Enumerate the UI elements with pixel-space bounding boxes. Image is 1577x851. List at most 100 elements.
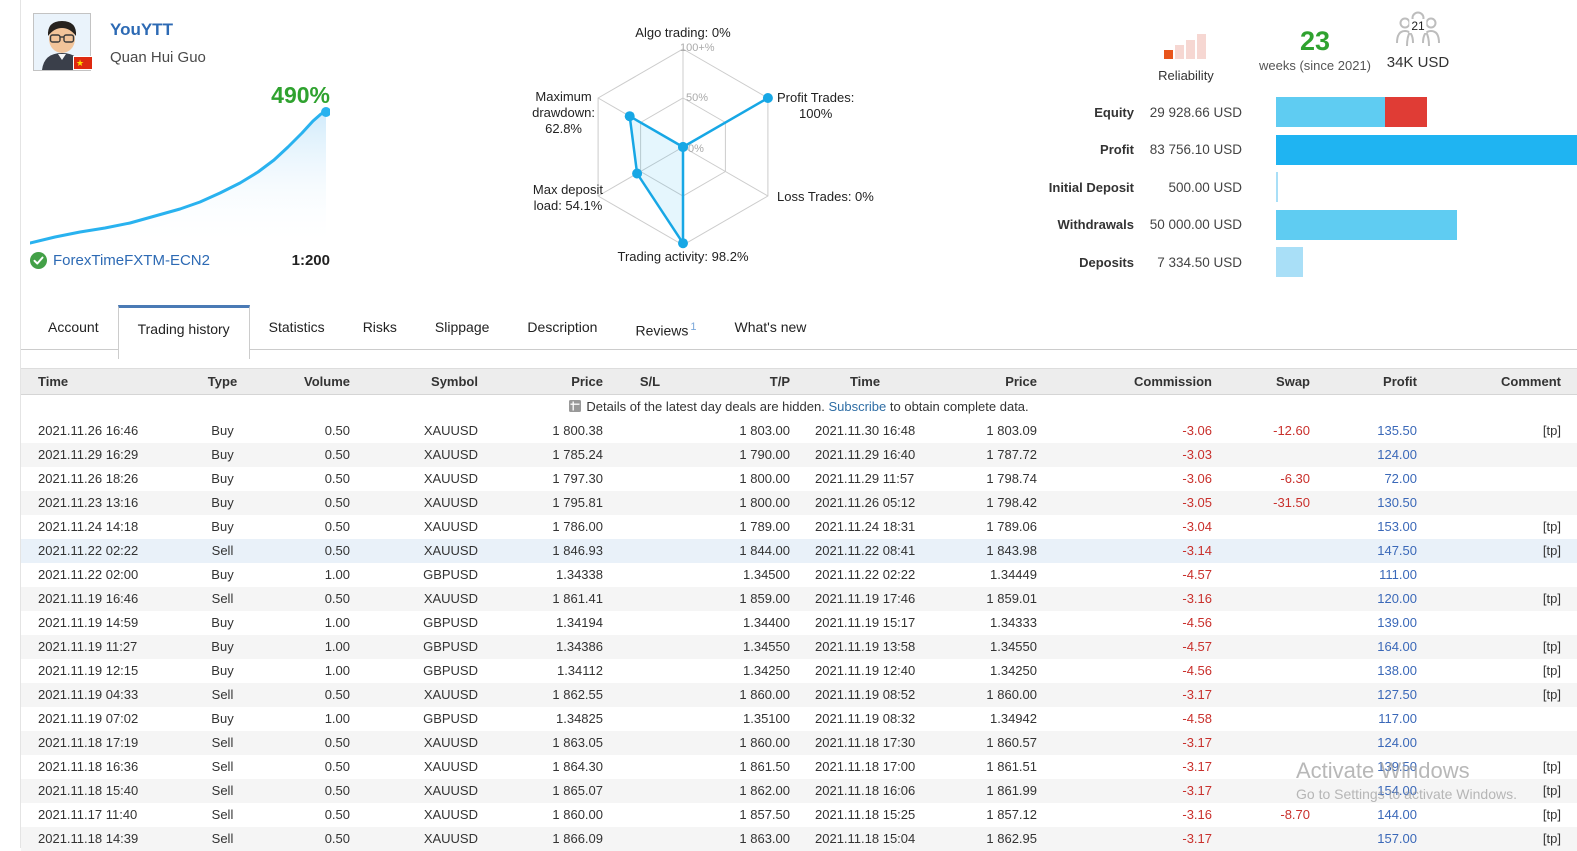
cell-price: 1.34112: [556, 663, 603, 678]
cell-swap: [1215, 659, 1313, 683]
tab-reviews[interactable]: Reviews 1: [635, 321, 697, 339]
cell-swap: [1215, 634, 1313, 659]
tab-statistics[interactable]: Statistics: [268, 319, 325, 335]
cell-symbol: XAUUSD: [350, 490, 495, 515]
cell-price: 1 860.00: [552, 807, 603, 822]
cell-time: 2021.11.18 17:30: [790, 730, 940, 755]
tab-trading-history[interactable]: Trading history: [117, 305, 250, 359]
column-header-t-p: T/P: [690, 368, 790, 395]
subscribe-link[interactable]: Subscribe: [828, 399, 887, 415]
cell-s-l: [610, 707, 690, 731]
cell-profit: 153.00: [1377, 519, 1417, 534]
radar-label-profit-trades: Profit Trades: 100%: [777, 90, 855, 121]
cell-time: 2021.11.17 11:40: [38, 807, 138, 822]
cell-volume: 0.50: [270, 442, 350, 467]
cell-price: 1 803.09: [986, 423, 1037, 438]
table-row: 2021.11.24 14:18 Buy 0.50 XAUUSD 1 786.00 1 7…: [21, 515, 1577, 539]
tab-account[interactable]: Account: [48, 319, 99, 335]
cell-t-p: 1 861.50: [739, 759, 790, 774]
cell-time: 2021.11.19 11:27: [21, 634, 175, 659]
cell-time: 2021.11.19 14:59: [38, 615, 139, 630]
cell-swap: [1215, 826, 1313, 851]
stat-row: Profit 83 756.10 USD: [934, 134, 1577, 165]
cell-symbol: XAUUSD: [423, 471, 478, 486]
stat-label: Withdrawals: [1057, 217, 1134, 232]
cell-price: 1 798.74: [986, 471, 1037, 486]
table-row: 2021.11.18 14:39 Sell 0.50 XAUUSD 1 866.09 1 …: [21, 826, 1577, 851]
cell-s-l: [610, 515, 690, 539]
cell-price: 1 863.05: [495, 730, 610, 755]
stat-value: 7 334.50 USD: [1157, 254, 1242, 270]
tab-what-s-new[interactable]: What's new: [734, 319, 807, 335]
cell-comment: [tp]: [1420, 682, 1577, 707]
cell-price: 1 789.06: [986, 519, 1037, 534]
cell-symbol: XAUUSD: [350, 538, 495, 563]
cell-time: 2021.11.18 15:25: [815, 807, 916, 822]
account-stats: Equity 29 928.66 USD Profit 83 756.10 USD In…: [934, 97, 1577, 285]
tab-risks[interactable]: Risks: [362, 319, 397, 335]
cell-profit: 135.50: [1377, 423, 1417, 438]
cell-price: 1 786.00: [552, 519, 603, 534]
reliability-label: Reliability: [1158, 68, 1214, 83]
cell-type: Buy: [211, 471, 234, 486]
cell-comment: [1420, 467, 1577, 491]
cell-time: 2021.11.19 08:52: [790, 682, 940, 707]
cell-profit: 157.00: [1313, 826, 1420, 851]
cell-price: 1.34942: [990, 711, 1037, 726]
cell-symbol: XAUUSD: [350, 586, 495, 611]
subscribers-funds: 34K USD: [1386, 54, 1450, 71]
cell-time: 2021.11.19 04:33: [21, 682, 175, 707]
cell-time: 2021.11.18 16:36: [38, 759, 139, 774]
stat-row: Equity 29 928.66 USD: [934, 97, 1577, 127]
cell-commission: -3.16: [1040, 586, 1215, 611]
cell-symbol: GBPUSD: [423, 567, 478, 582]
cell-comment: [tp]: [1542, 519, 1561, 534]
tab-description[interactable]: Description: [527, 319, 598, 335]
cell-price: 1 795.81: [495, 490, 610, 515]
stat-bar: [1276, 209, 1577, 240]
leverage-value: 1:200: [291, 252, 330, 269]
cell-price: 1.34333: [990, 615, 1037, 630]
cell-t-p: 1 800.00: [690, 490, 790, 515]
cell-swap: [1215, 682, 1313, 707]
cell-profit: 138.00: [1377, 663, 1417, 678]
cell-price: 1 843.98: [940, 538, 1040, 563]
cell-profit: 154.00: [1313, 778, 1420, 803]
cell-s-l: [610, 563, 690, 587]
cell-comment: [1420, 611, 1577, 635]
cell-price: 1 861.41: [495, 586, 610, 611]
table-row: 2021.11.19 11:27 Buy 1.00 GBPUSD 1.34386 1.34…: [21, 634, 1577, 659]
table-row: 2021.11.26 18:26 Buy 0.50 XAUUSD 1 797.30 1 8…: [21, 467, 1577, 491]
hidden-deals-notice-row: Details of the latest day deals are hidd…: [21, 395, 1577, 419]
cell-swap: [1215, 755, 1313, 779]
table-row: 2021.11.29 16:29 Buy 0.50 XAUUSD 1 785.24 1 7…: [21, 442, 1577, 467]
cell-swap: [1215, 730, 1313, 755]
tab-slippage[interactable]: Slippage: [434, 319, 490, 335]
cell-time: 2021.11.26 18:26: [38, 471, 139, 486]
column-header-s-l: S/L: [610, 368, 690, 395]
stat-bar: [1276, 172, 1577, 202]
cell-time: 2021.11.18 14:39: [21, 826, 175, 851]
weeks-label: weeks (since 2021): [1259, 58, 1371, 73]
cell-t-p: 1.34500: [743, 567, 790, 582]
cell-time: 2021.11.19 17:46: [790, 586, 940, 611]
signal-username-link[interactable]: YouYTT: [110, 20, 173, 39]
cell-commission: -3.17: [1040, 778, 1215, 803]
cell-commission: -4.57: [1182, 567, 1212, 582]
cell-t-p: 1 844.00: [690, 538, 790, 563]
cell-price: 1 862.55: [495, 682, 610, 707]
tab-badge: 1: [690, 321, 697, 333]
table-row: 2021.11.17 11:40 Sell 0.50 XAUUSD 1 860.00 1 …: [21, 803, 1577, 827]
cell-time: 2021.11.23 13:16: [21, 490, 175, 515]
cell-profit: 130.50: [1313, 490, 1420, 515]
cell-price: 1.34338: [556, 567, 603, 582]
cell-price: 1 857.12: [986, 807, 1037, 822]
table-row: 2021.11.18 16:36 Sell 0.50 XAUUSD 1 864.30 1 …: [21, 755, 1577, 779]
stat-row: Withdrawals 50 000.00 USD: [934, 209, 1577, 240]
cell-symbol: GBPUSD: [423, 615, 478, 630]
broker-server-link[interactable]: ForexTimeFXTM-ECN2: [53, 252, 210, 269]
reliability-widget: Reliability: [1148, 33, 1224, 83]
cell-volume: 1.00: [324, 711, 350, 726]
cell-s-l: [610, 419, 690, 443]
cell-price: 1 787.72: [940, 442, 1040, 467]
